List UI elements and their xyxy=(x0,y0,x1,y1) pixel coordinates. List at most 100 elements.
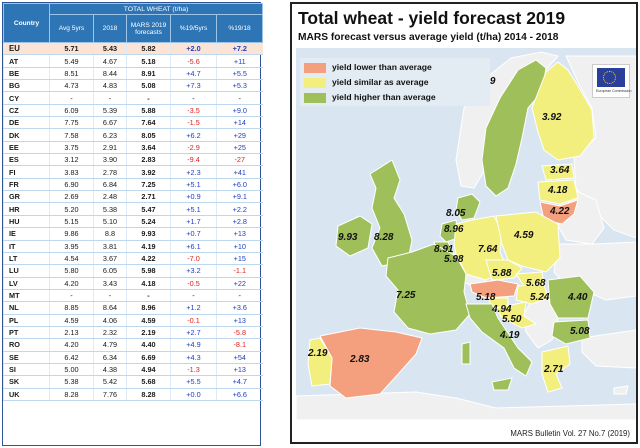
pct-19-5yrs-cell: +2.3 xyxy=(170,165,217,179)
y2018-cell: 3.43 xyxy=(93,277,127,290)
country-PT xyxy=(307,337,333,387)
country-IE xyxy=(335,215,373,257)
pct-19-18-cell: +6.0 xyxy=(215,178,263,192)
pct-19-5yrs-cell: +0.7 xyxy=(170,227,217,241)
y2018-cell: 5.10 xyxy=(93,215,127,229)
country-cell: NL xyxy=(3,301,50,315)
avg5yrs-cell: 8.85 xyxy=(49,301,94,315)
country-cell: LU xyxy=(3,264,50,278)
country-cell: CZ xyxy=(3,104,50,118)
table-row: LV 4.20 3.43 4.18 -0.5 +22 xyxy=(3,277,263,290)
pct-19-5yrs-cell: +4.3 xyxy=(170,351,217,364)
pct-19-5yrs-cell: -0.1 xyxy=(170,314,217,327)
table-row: LT 4.54 3.67 4.22 -7.0 +15 xyxy=(3,252,263,266)
country-cell: DK xyxy=(3,128,50,142)
avg5yrs-cell: 3.12 xyxy=(49,153,94,167)
pct-19-18-cell: +13 xyxy=(215,314,263,327)
pct-19-5yrs-cell: +6.2 xyxy=(170,128,217,142)
table-row: BG 4.73 4.83 5.08 +7.3 +5.3 xyxy=(3,79,263,93)
y2018-cell: 2.91 xyxy=(93,141,127,155)
pct-19-18-cell: +41 xyxy=(215,165,263,179)
country-cell: DE xyxy=(3,116,50,130)
y2018-cell: 6.23 xyxy=(93,128,127,142)
avg5yrs-cell: 5.49 xyxy=(49,54,94,68)
col-header-pct-19-18: %19/18 xyxy=(215,14,264,43)
legend-swatch-higher xyxy=(304,93,326,103)
mars-forecast-cell: 4.18 xyxy=(126,277,171,290)
country-AFRICA xyxy=(296,391,636,420)
mars-forecast-cell: 2.83 xyxy=(126,153,171,167)
avg5yrs-cell: 5.20 xyxy=(49,202,94,216)
mars-forecast-cell: 5.47 xyxy=(126,202,171,216)
y2018-cell: 5.38 xyxy=(93,202,127,216)
pct-19-18-cell: +13 xyxy=(215,227,263,241)
map-subtitle: MARS forecast versus average yield (t/ha… xyxy=(298,32,559,43)
table-row: NL 8.85 8.64 8.96 +1.2 +3.6 xyxy=(3,301,263,315)
country-cell: UK xyxy=(3,388,50,401)
country-BG xyxy=(551,319,591,345)
avg5yrs-cell: 5.15 xyxy=(49,215,94,229)
country-cell: HU xyxy=(3,215,50,229)
country-CY xyxy=(613,385,629,395)
country-cell: IE xyxy=(3,227,50,241)
country-cell: EE xyxy=(3,141,50,155)
avg5yrs-cell: 7.75 xyxy=(49,116,94,130)
table-row: EU 5.71 5.43 5.82 +2.0 +7.2 xyxy=(3,42,263,56)
legend-label-lower: yield lower than average xyxy=(332,62,432,72)
y2018-cell: 6.34 xyxy=(93,351,127,364)
pct-19-18-cell: +7.2 xyxy=(215,42,263,56)
country-CZ xyxy=(485,259,523,281)
y2018-cell: 5.43 xyxy=(93,42,127,56)
map-value-LU: 5.98 xyxy=(444,254,464,265)
y2018-cell: 3.90 xyxy=(93,153,127,167)
pct-19-5yrs-cell: +5.1 xyxy=(170,202,217,216)
country-IT-SARDINIA xyxy=(461,341,471,365)
map-value-UK: 8.28 xyxy=(374,232,394,243)
pct-19-5yrs-cell: +5.1 xyxy=(170,178,217,192)
pct-19-5yrs-cell: +0.9 xyxy=(170,190,217,204)
mars-forecast-cell: 4.22 xyxy=(126,252,171,266)
map-value-HU: 5.24 xyxy=(530,292,550,303)
mars-forecast-cell: 7.25 xyxy=(126,178,171,192)
pct-19-5yrs-cell: +6.1 xyxy=(170,240,217,253)
pct-19-18-cell: +5.3 xyxy=(215,79,263,93)
pct-19-5yrs-cell: -1.5 xyxy=(170,116,217,130)
eu-stars-icon xyxy=(603,71,616,84)
pct-19-5yrs-cell: +3.2 xyxy=(170,264,217,278)
mars-forecast-cell: 3.64 xyxy=(126,141,171,155)
avg5yrs-cell: 8.28 xyxy=(49,388,94,401)
pct-19-5yrs-cell: -7.0 xyxy=(170,252,217,266)
pct-19-18-cell: +9.0 xyxy=(215,104,263,118)
country-cell: ES xyxy=(3,153,50,167)
map-value-SI: 4.94 xyxy=(491,304,512,315)
table-row: UK 8.28 7.76 8.28 +0.0 +6.6 xyxy=(3,388,263,401)
y2018-cell: 6.84 xyxy=(93,178,127,192)
country-cell: SK xyxy=(3,375,50,389)
avg5yrs-cell: 2.13 xyxy=(49,326,94,340)
avg5yrs-cell: 7.58 xyxy=(49,128,94,142)
pct-19-18-cell: +4.7 xyxy=(215,375,263,389)
y2018-cell: 5.42 xyxy=(93,375,127,389)
pct-19-5yrs-cell: - xyxy=(170,289,217,303)
y2018-cell: 4.38 xyxy=(93,363,127,377)
y2018-cell: 8.44 xyxy=(93,67,127,81)
table-row: DE 7.75 6.67 7.64 -1.5 +14 xyxy=(3,116,263,130)
avg5yrs-cell: 5.00 xyxy=(49,363,94,377)
pct-19-18-cell: +9.1 xyxy=(215,190,263,204)
european-commission-logo: European Commission xyxy=(592,64,631,98)
pct-19-18-cell: -1.1 xyxy=(215,264,263,278)
pct-19-5yrs-cell: -1.3 xyxy=(170,363,217,377)
map-value-PL: 4.59 xyxy=(513,230,534,241)
y2018-cell: 3.81 xyxy=(93,240,127,253)
avg5yrs-cell: 2.69 xyxy=(49,190,94,204)
country-cell: LT xyxy=(3,252,50,266)
table-row: BE 8.51 8.44 8.91 +4.7 +5.5 xyxy=(3,67,263,81)
country-cell: IT xyxy=(3,240,50,253)
pct-19-18-cell: +14 xyxy=(215,116,263,130)
legend-swatch-lower xyxy=(304,63,326,73)
y2018-cell: 4.67 xyxy=(93,54,127,68)
country-cell: GR xyxy=(3,190,50,204)
map-value-DE: 7.64 xyxy=(478,244,498,255)
country-TR xyxy=(581,329,636,369)
mars-forecast-cell: 4.59 xyxy=(126,314,171,327)
